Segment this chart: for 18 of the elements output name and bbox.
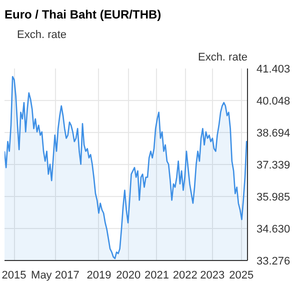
x-tick-label: May 2017	[31, 270, 80, 282]
x-tick-label: 2019	[86, 270, 112, 282]
y-tick-label: 40.048	[256, 96, 290, 108]
x-tick-label: 2023	[200, 270, 225, 282]
x-tick-label: 2015	[2, 270, 26, 282]
y-tick-label: 38.694	[256, 128, 290, 140]
text: Exch. rate	[17, 29, 67, 41]
x-tick-label: 2022	[172, 270, 198, 282]
x-tick-label: 2020	[116, 270, 141, 282]
y-tick-label: 34.630	[256, 224, 290, 236]
y-axis-title: Exch. rate	[198, 52, 248, 64]
y-tick-label: 37.339	[256, 160, 290, 172]
y-tick-label: 35.985	[256, 192, 290, 204]
x-tick-label: 2025	[229, 270, 254, 282]
chart-title: Euro / Thai Baht (EUR/THB)	[4, 8, 162, 22]
y-tick-label: 33.276	[256, 256, 290, 268]
y-tick-label: 41.403	[256, 64, 290, 76]
x-tick-label: 2021	[144, 270, 169, 282]
